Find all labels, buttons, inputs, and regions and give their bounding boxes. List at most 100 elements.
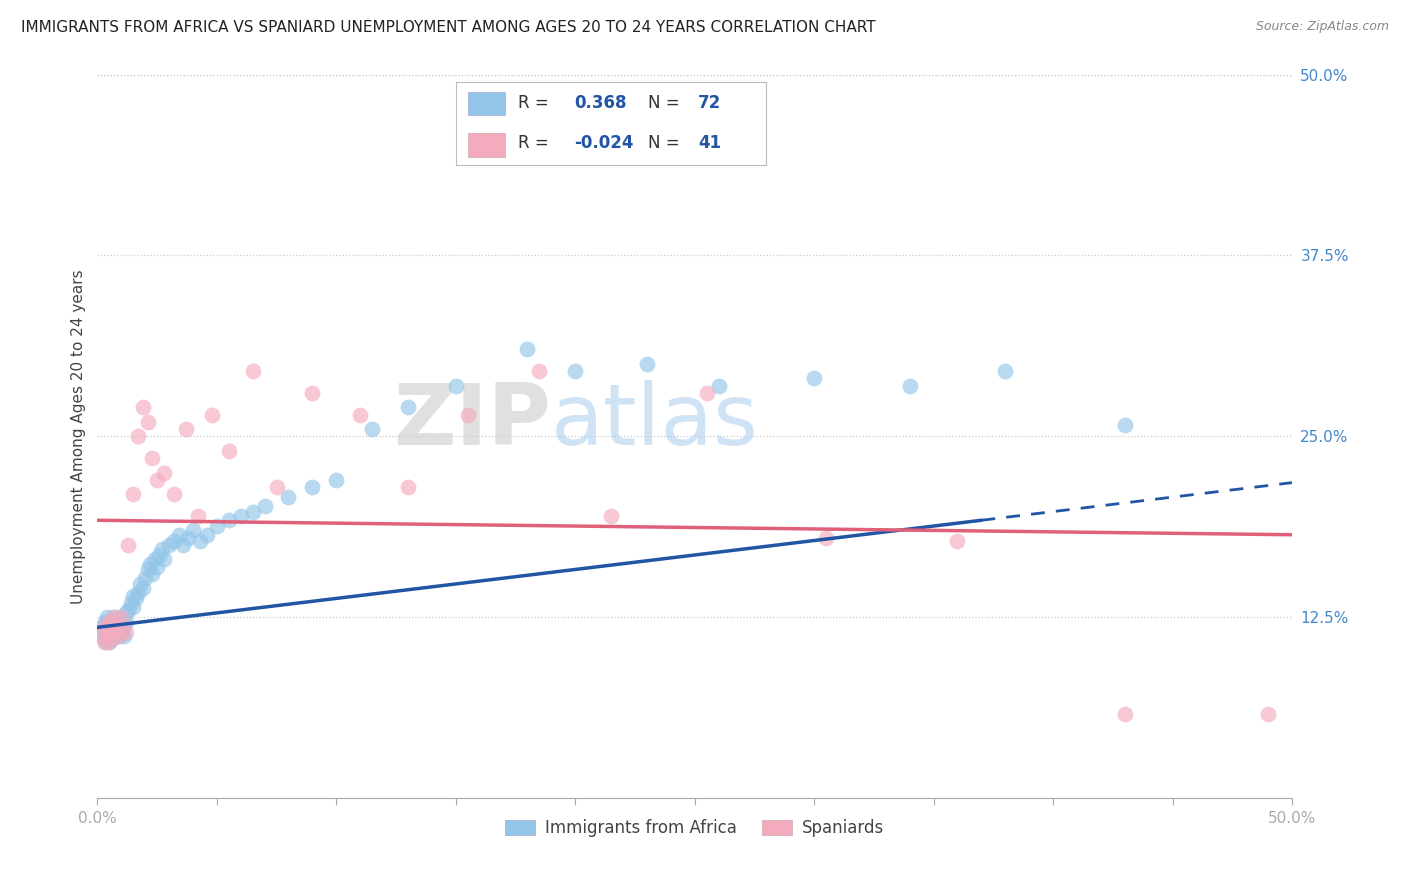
Point: [103, 620, 125, 634]
Point: [132, 582, 155, 596]
Point: [163, 533, 186, 548]
Point: [153, 552, 176, 566]
Point: [93, 615, 115, 629]
Point: [93, 635, 115, 649]
Point: [141, 450, 163, 465]
Point: [707, 378, 730, 392]
Point: [120, 596, 142, 610]
Point: [187, 508, 209, 523]
Point: [946, 533, 969, 548]
Point: [110, 610, 132, 624]
Point: [122, 589, 145, 603]
Point: [124, 591, 146, 606]
Point: [188, 533, 211, 548]
Point: [110, 624, 132, 639]
Point: [205, 519, 228, 533]
Point: [218, 443, 240, 458]
Point: [153, 466, 176, 480]
Point: [529, 364, 551, 378]
Point: [91, 629, 114, 643]
Point: [177, 531, 200, 545]
Point: [132, 401, 155, 415]
Point: [98, 629, 121, 643]
Point: [127, 585, 149, 599]
Point: [129, 577, 152, 591]
Point: [229, 508, 252, 523]
Point: [150, 542, 173, 557]
Point: [96, 624, 118, 639]
Point: [117, 538, 139, 552]
Point: [396, 480, 419, 494]
Point: [103, 610, 125, 624]
Legend: Immigrants from Africa, Spaniards: Immigrants from Africa, Spaniards: [499, 813, 891, 844]
Point: [994, 364, 1017, 378]
Point: [93, 635, 115, 649]
Point: [98, 615, 121, 629]
Point: [696, 385, 718, 400]
Text: ZIP: ZIP: [394, 380, 551, 463]
Point: [146, 473, 169, 487]
Point: [110, 610, 132, 624]
Point: [91, 620, 114, 634]
Point: [115, 624, 138, 639]
Point: [91, 629, 114, 643]
Point: [139, 557, 162, 571]
Point: [242, 364, 264, 378]
Point: [127, 429, 149, 443]
Point: [93, 624, 115, 639]
Point: [242, 505, 264, 519]
Text: atlas: atlas: [551, 380, 759, 463]
Point: [218, 513, 240, 527]
Point: [174, 422, 197, 436]
Point: [181, 524, 204, 538]
Point: [803, 371, 825, 385]
Point: [100, 624, 122, 639]
Point: [110, 620, 132, 634]
Point: [105, 624, 128, 639]
Point: [103, 610, 125, 624]
Point: [122, 487, 145, 501]
Point: [93, 620, 115, 634]
Point: [108, 617, 131, 632]
Text: Source: ZipAtlas.com: Source: ZipAtlas.com: [1256, 20, 1389, 33]
Point: [898, 378, 921, 392]
Point: [141, 566, 163, 581]
Point: [195, 527, 218, 541]
Point: [100, 632, 122, 646]
Point: [301, 480, 323, 494]
Point: [163, 487, 186, 501]
Point: [815, 531, 838, 545]
Point: [516, 343, 538, 357]
Point: [108, 629, 131, 643]
Point: [136, 415, 159, 429]
Point: [136, 562, 159, 576]
Point: [105, 624, 128, 639]
Point: [108, 629, 131, 643]
Point: [146, 559, 169, 574]
Point: [172, 538, 194, 552]
Point: [167, 527, 190, 541]
Point: [117, 603, 139, 617]
Point: [115, 615, 138, 629]
Point: [325, 473, 347, 487]
Point: [100, 620, 122, 634]
Point: [349, 408, 371, 422]
Point: [98, 635, 121, 649]
Point: [110, 620, 132, 634]
Point: [266, 480, 288, 494]
Text: IMMIGRANTS FROM AFRICA VS SPANIARD UNEMPLOYMENT AMONG AGES 20 TO 24 YEARS CORREL: IMMIGRANTS FROM AFRICA VS SPANIARD UNEMP…: [21, 20, 876, 35]
Point: [98, 617, 121, 632]
Point: [396, 401, 419, 415]
Point: [301, 385, 323, 400]
Point: [157, 538, 180, 552]
Point: [253, 499, 276, 513]
Point: [96, 632, 118, 646]
Point: [96, 610, 118, 624]
Point: [148, 548, 170, 562]
Point: [201, 408, 224, 422]
Point: [361, 422, 384, 436]
Point: [122, 600, 145, 615]
Point: [105, 615, 128, 629]
Point: [105, 617, 128, 632]
Point: [1114, 707, 1136, 722]
